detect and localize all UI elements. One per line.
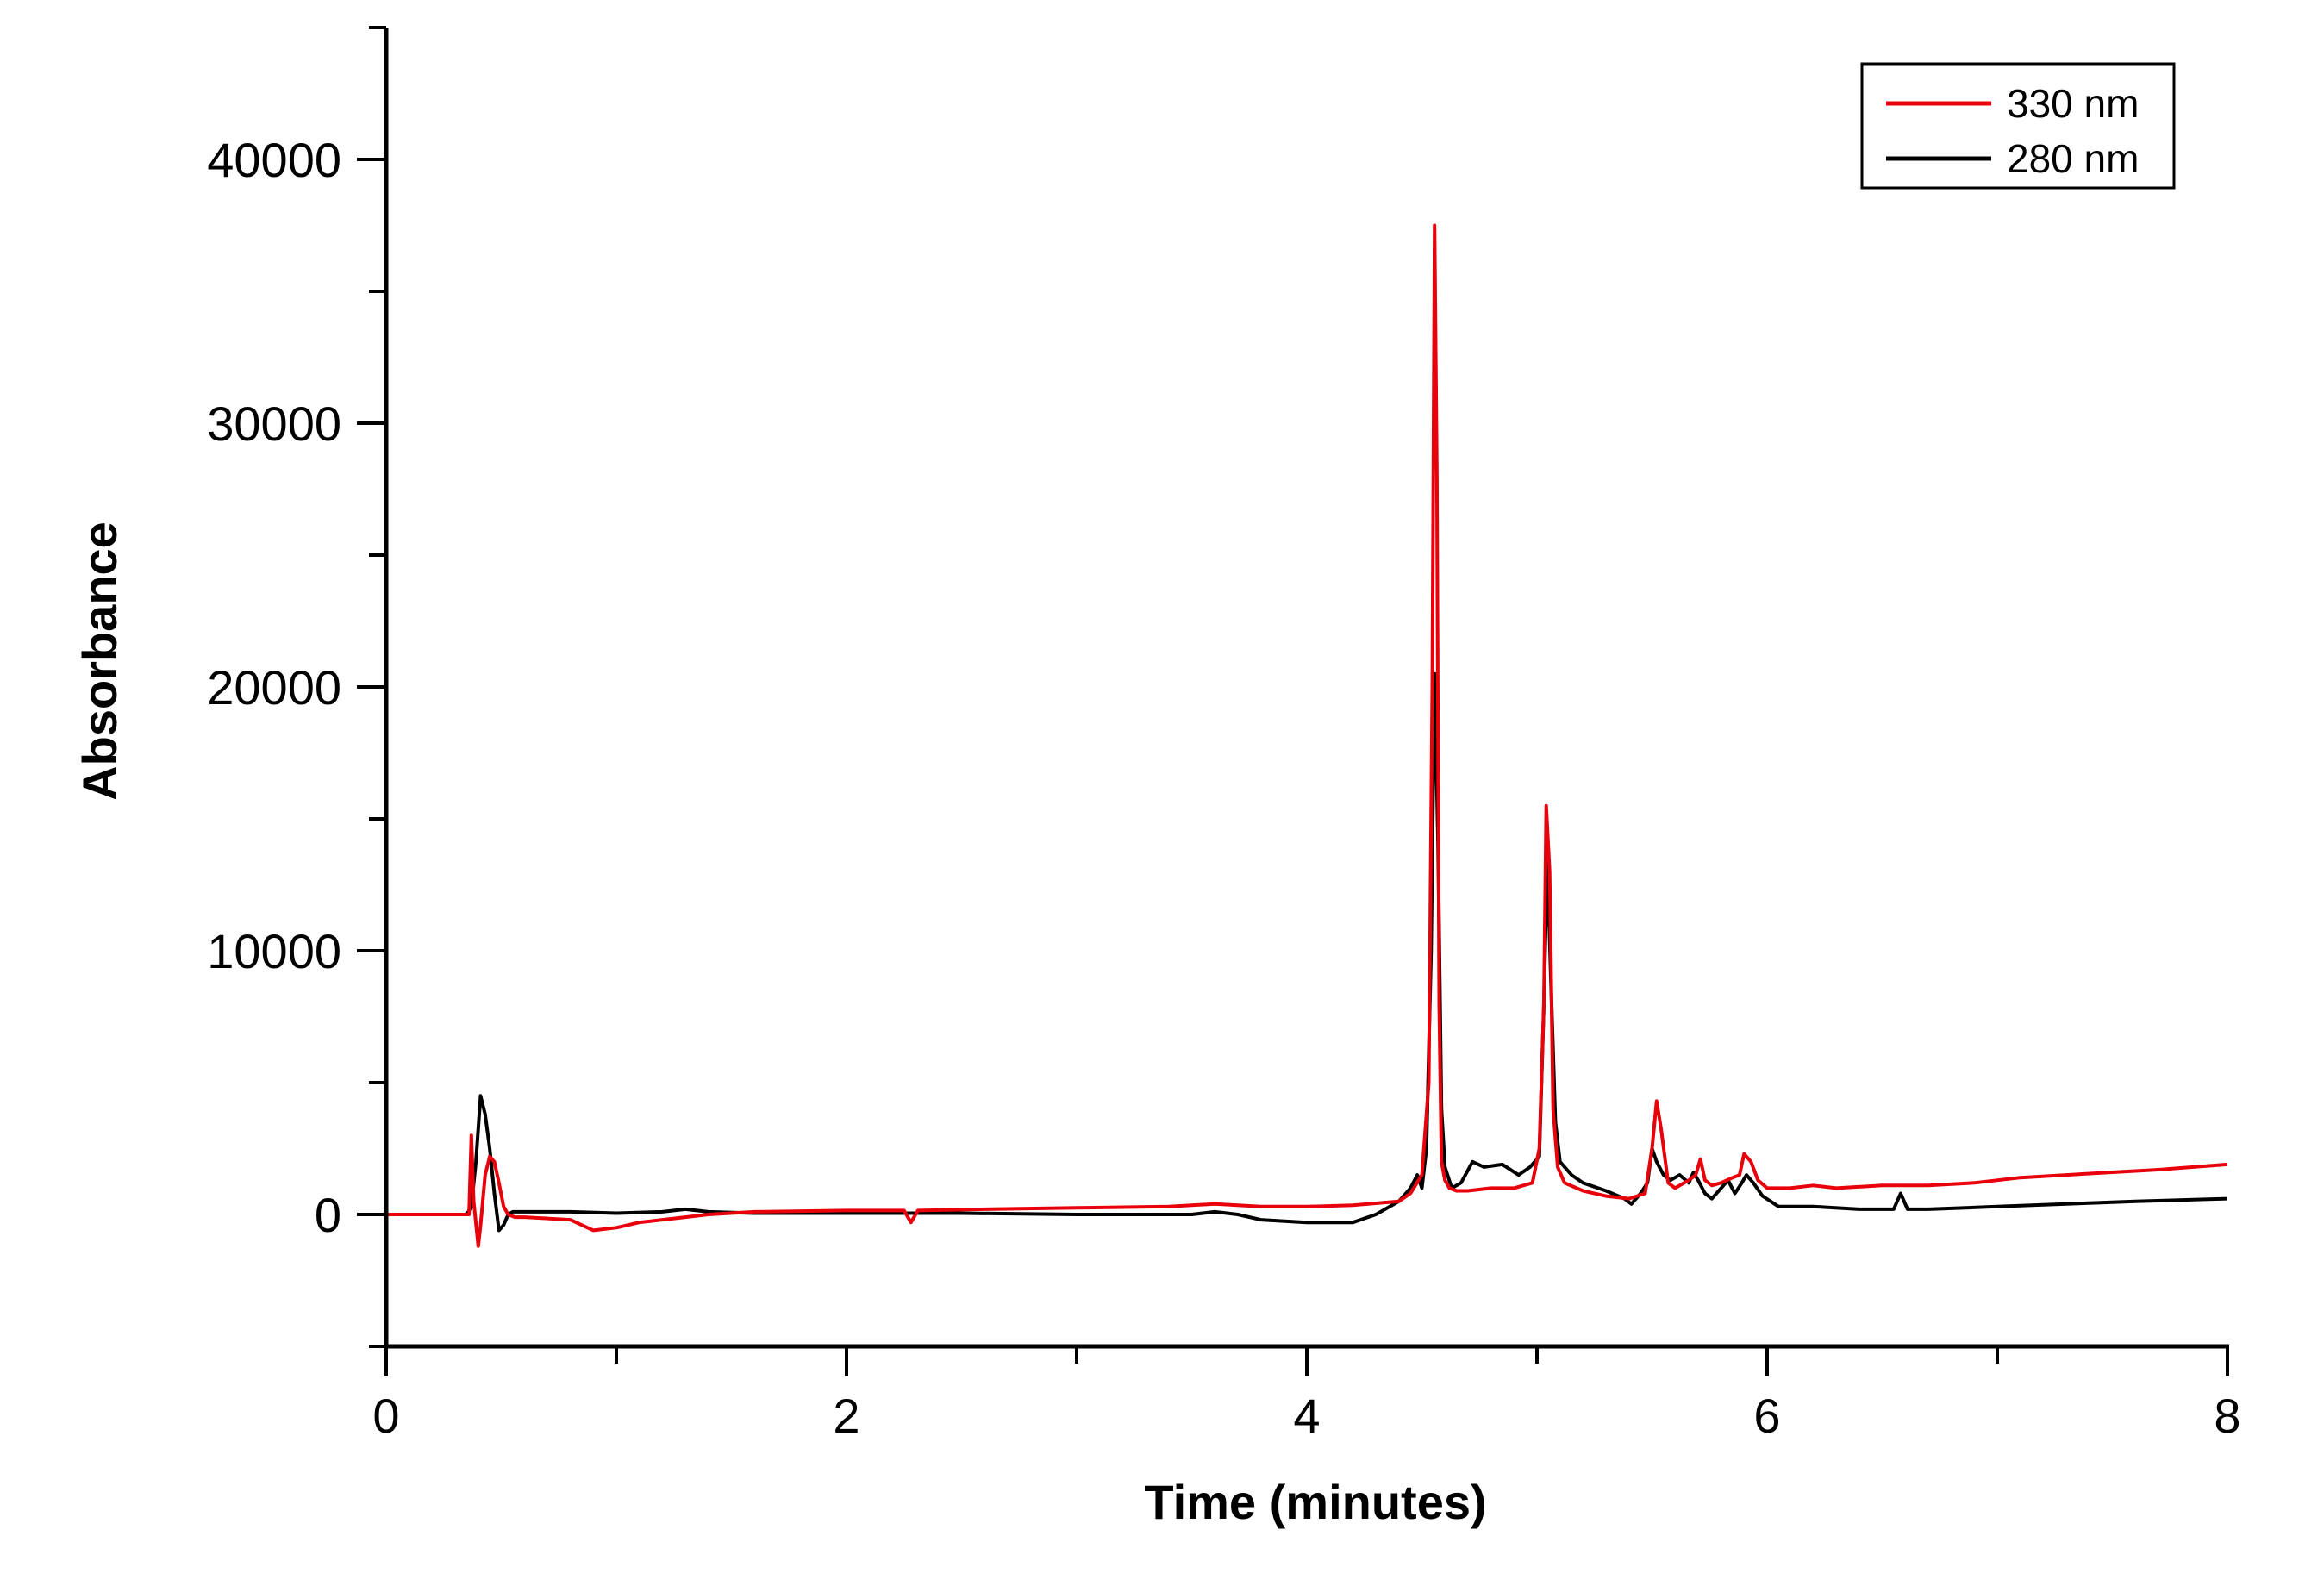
y-tick-label: 10000 [207,924,341,978]
y-tick-label: 40000 [207,133,341,187]
legend-box [1860,62,2176,190]
x-tick-label: 4 [1293,1389,1320,1443]
axes [384,28,2229,1349]
y-ticks: 0 10000 20000 30000 40000 [207,26,386,1348]
x-tick-label: 8 [2214,1389,2240,1443]
x-ticks: 0 2 4 6 8 [372,1346,2241,1443]
legend-label: 280 nm [2007,136,2139,181]
x-tick-label: 6 [1753,1389,1780,1443]
legend: 330 nm 280 nm [1860,62,2176,190]
y-axis-title: Absorbance [72,521,127,801]
y-tick-label: 0 [315,1188,341,1242]
y-tick-label: 30000 [207,396,341,451]
legend-label: 330 nm [2007,81,2139,126]
series-line-330nm [386,223,2228,1248]
plot-lines [386,223,2228,1248]
y-tick-label: 20000 [207,660,341,715]
x-axis-title: Time (minutes) [1144,1475,1486,1529]
x-tick-label: 0 [372,1389,399,1443]
x-tick-label: 2 [833,1389,859,1443]
series-line-280nm [386,671,2228,1233]
